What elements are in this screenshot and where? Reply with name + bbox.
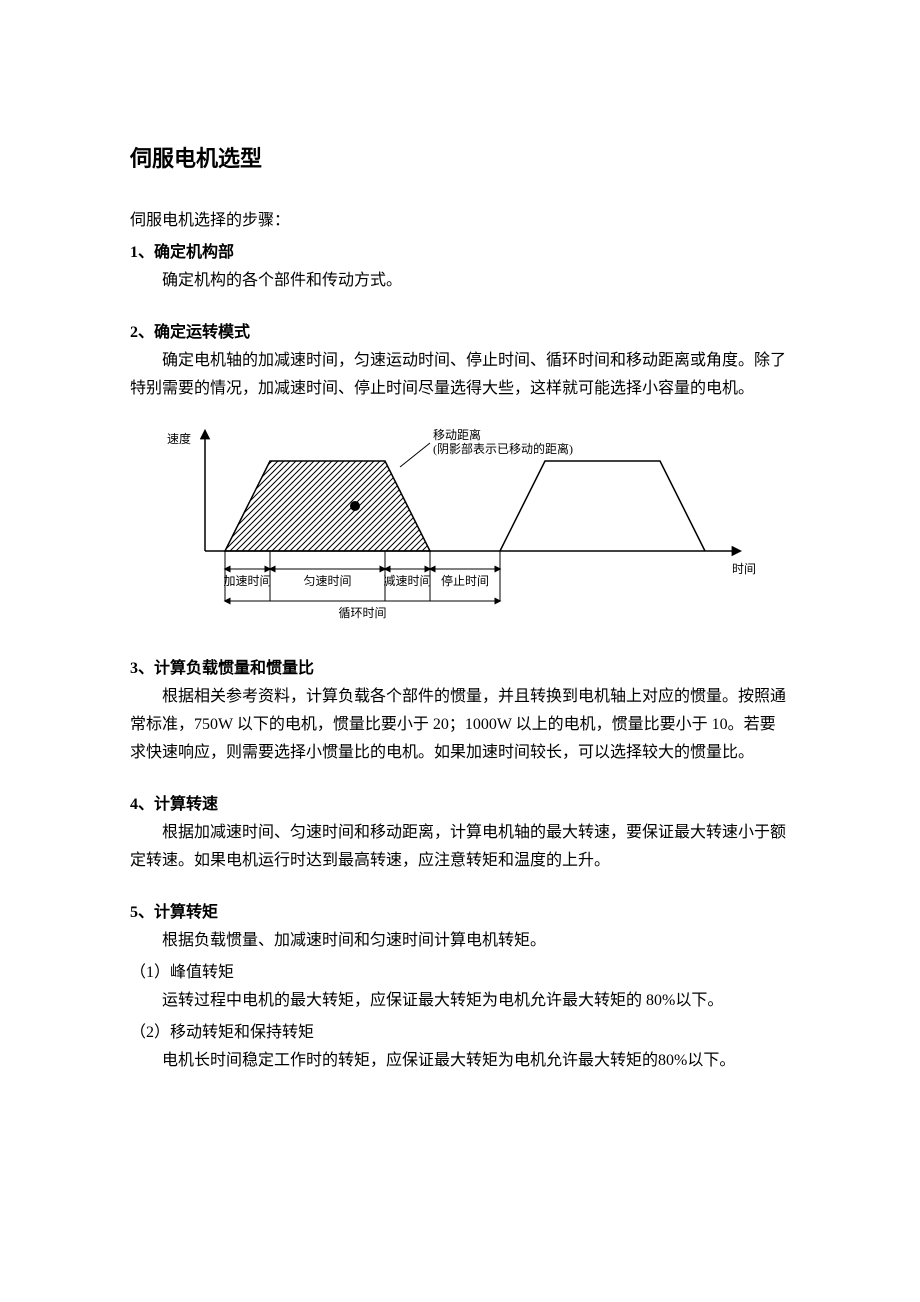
section-5-body: 根据负载惯量、加减速时间和匀速时间计算电机转矩。: [130, 927, 790, 955]
svg-text:时间: 时间: [732, 562, 756, 576]
svg-text:匀速时间: 匀速时间: [303, 574, 351, 588]
section-5-sub2-text: 电机长时间稳定工作时的转矩，应保证最大转矩为电机允许最大转矩的80%以下。: [130, 1047, 790, 1075]
velocity-profile-diagram: 速度时间 移动距离(阴影部表示已移动的距离) 加速时间 匀速时间 减速时间停止时间循环时…: [130, 421, 790, 631]
section-2-body: 确定电机轴的加减速时间，匀速运动时间、停止时间、循环时间和移动距离或角度。除了特…: [130, 347, 790, 403]
svg-text:加速时间: 加速时间: [223, 574, 271, 588]
section-5-sub2-label: （2）移动转矩和保持转矩: [130, 1019, 790, 1047]
svg-text:停止时间: 停止时间: [441, 573, 489, 588]
section-1-body: 确定机构的各个部件和传动方式。: [130, 267, 790, 295]
section-4-head: 4、计算转速: [130, 791, 790, 819]
velocity-profile-svg: 速度时间 移动距离(阴影部表示已移动的距离) 加速时间 匀速时间 减速时间停止时间循环时…: [130, 421, 770, 621]
section-3-body: 根据相关参考资料，计算负载各个部件的惯量，并且转换到电机轴上对应的惯量。按照通常…: [130, 683, 790, 767]
svg-text:(阴影部表示已移动的距离): (阴影部表示已移动的距离): [433, 441, 573, 456]
section-3-head: 3、计算负载惯量和惯量比: [130, 655, 790, 683]
svg-text:减速时间: 减速时间: [383, 574, 431, 588]
section-2-head: 2、确定运转模式: [130, 319, 790, 347]
svg-text:速度: 速度: [167, 431, 191, 446]
intro-text: 伺服电机选择的步骤：: [130, 207, 790, 235]
section-4-body: 根据加减速时间、匀速时间和移动距离，计算电机轴的最大转速，要保证最大转速小于额定…: [130, 819, 790, 875]
svg-text:移动距离: 移动距离: [433, 427, 481, 442]
section-1-head: 1、确定机构部: [130, 239, 790, 267]
section-5-sub1-label: （1）峰值转矩: [130, 959, 790, 987]
section-5-sub1-text: 运转过程中电机的最大转矩，应保证最大转矩为电机允许最大转矩的 80%以下。: [130, 987, 790, 1015]
section-5-head: 5、计算转矩: [130, 899, 790, 927]
page-title: 伺服电机选型: [130, 140, 790, 179]
svg-text:循环时间: 循环时间: [338, 606, 386, 620]
